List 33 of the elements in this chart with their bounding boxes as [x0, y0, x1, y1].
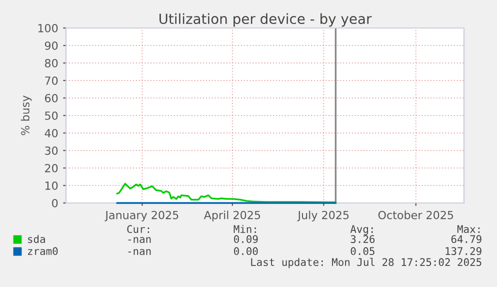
legend-label: sda: [28, 234, 45, 244]
text: Min:: [234, 224, 256, 233]
y-tick-label: 40: [44, 128, 58, 138]
x-tick-label: January 2025: [104, 210, 178, 222]
x-tick-label: July 2025: [297, 210, 349, 222]
y-tick-label: 0: [52, 198, 58, 208]
y-tick-label: 20: [45, 164, 58, 172]
y-tick-label: 10: [45, 181, 58, 190]
text: 64.79: [451, 235, 482, 244]
x-tick-label: April 2025: [204, 210, 260, 222]
text: -nan: [128, 249, 151, 256]
text: -nan: [128, 237, 151, 244]
text: 137.29: [446, 247, 482, 256]
y-tick-label: 90: [44, 41, 58, 50]
text: Cur:: [127, 225, 150, 234]
text: 0.09: [234, 235, 258, 244]
text: 0.05: [350, 247, 374, 256]
legend-label: zram0: [28, 247, 58, 256]
y-axis-title: % busy: [20, 96, 32, 136]
text: 3.26: [350, 235, 375, 244]
x-tick-label: October 2025: [378, 210, 454, 220]
y-tick-label: 60: [45, 94, 58, 102]
text: Avg:: [350, 225, 373, 236]
line-series: [116, 182, 337, 204]
text: Last update: Mon Jul 28 17:25:02 2025: [251, 258, 482, 268]
text: 0.00: [234, 247, 258, 256]
y-tick-label: 80: [44, 58, 58, 68]
text: Max:: [457, 225, 480, 234]
y-tick-label: 50: [45, 111, 58, 120]
y-tick-label: 70: [45, 76, 58, 85]
y-tick-label: 100: [38, 24, 58, 32]
y-tick-label: 30: [45, 146, 58, 155]
chart-title: Utilization per device - by year: [160, 13, 372, 27]
